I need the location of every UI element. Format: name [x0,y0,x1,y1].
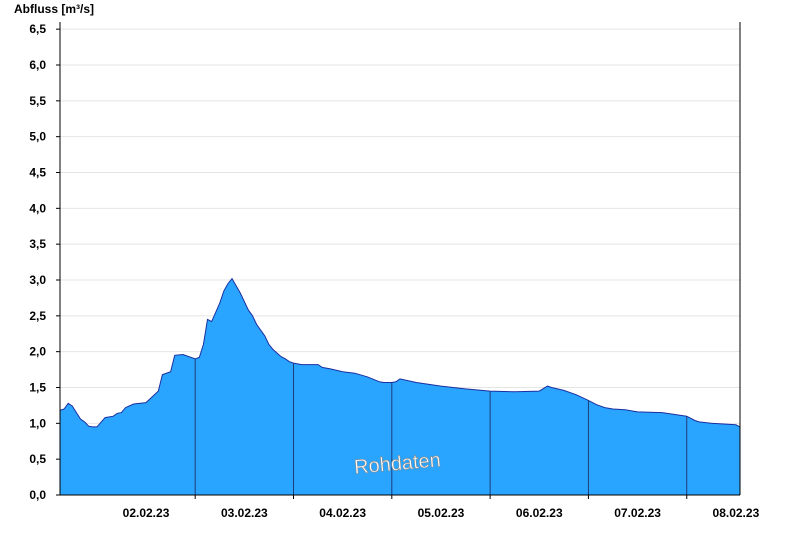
y-tick-label: 0,5 [29,452,46,466]
x-tick-label: 06.02.23 [516,506,563,520]
y-ticks: 0,0 0,5 1,0 1,5 2,0 2,5 3,0 3,5 4,0 4,5 5,0 5,5 6,0 6… [29,22,60,502]
y-axis-label: Abfluss [m³/s] [14,2,94,16]
x-tick-label: 07.02.23 [614,506,661,520]
y-tick-label: 2,0 [29,345,46,359]
day-boundaries [194,358,688,495]
flow-line [59,277,741,428]
y-tick-label: 3,5 [29,237,46,251]
x-ticks: 02.02.23 03.02.23 04.02.23 05.02.23 06.02.23… [123,495,760,520]
y-tick-label: 6,5 [29,22,46,36]
y-tick-label: 3,0 [29,273,46,287]
y-tick-label: 1,0 [29,416,46,430]
y-tick-label: 4,0 [29,201,46,215]
x-tick-label: 08.02.23 [713,506,760,520]
y-tick-label: 0,0 [29,488,46,502]
x-tick-label: 05.02.23 [418,506,465,520]
x-tick-label: 04.02.23 [319,506,366,520]
y-tick-label: 5,0 [29,130,46,144]
y-tick-label: 4,5 [29,166,46,180]
x-tick-label: 03.02.23 [221,506,268,520]
flow-area [60,278,740,495]
y-tick-label: 1,5 [29,381,46,395]
y-tick-label: 5,5 [29,94,46,108]
x-tick-label: 02.02.23 [123,506,170,520]
y-tick-label: 2,5 [29,309,46,323]
y-tick-label: 6,0 [29,58,46,72]
